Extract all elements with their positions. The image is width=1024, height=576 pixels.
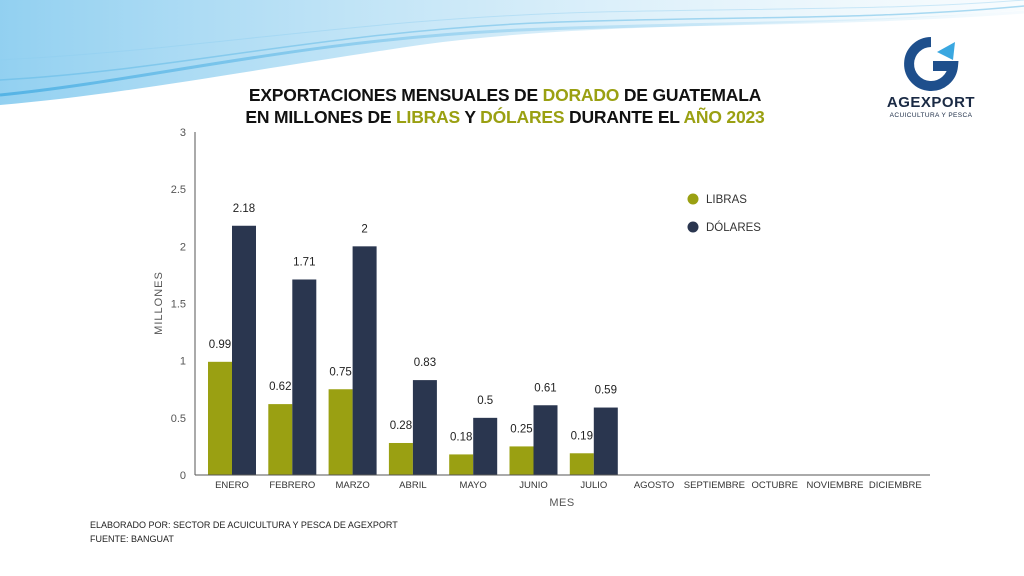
- footer: ELABORADO POR: SECTOR DE ACUICULTURA Y P…: [90, 518, 398, 546]
- bar-libras: [509, 446, 534, 475]
- x-tick-label: ABRIL: [399, 480, 426, 491]
- x-tick-label: FEBRERO: [269, 480, 315, 491]
- y-tick-label: 2: [180, 241, 186, 253]
- x-tick-label: DICIEMBRE: [869, 480, 922, 491]
- x-tick-label: JULIO: [580, 480, 607, 491]
- bar-value-label: 0.99: [209, 339, 231, 351]
- chart-title-line-2: EN MILLONES DE LIBRAS Y DÓLARES DURANTE …: [245, 107, 765, 127]
- bar-value-labels: 0.99 2.18 0.62 1.71 0.75 2 0.28 0.83 0.18 0.5 0.25…: [209, 203, 617, 444]
- legend: LIBRAS DÓLARES: [687, 193, 761, 234]
- logo-subtitle: ACUICULTURA Y PESCA: [889, 112, 973, 119]
- bar-value-label: 0.61: [534, 382, 556, 394]
- bar-value-label: 0.5: [477, 395, 493, 407]
- bar-libras: [388, 442, 413, 475]
- bar-value-label: 0.28: [390, 420, 412, 432]
- legend-label-libras: LIBRAS: [706, 194, 747, 206]
- bar-libras: [569, 453, 594, 475]
- bar-dolares: [533, 405, 558, 475]
- bar-dolares: [352, 246, 377, 475]
- legend-label-dolares: DÓLARES: [706, 221, 761, 234]
- bar-value-label: 0.62: [269, 381, 291, 393]
- bar-libras: [328, 389, 353, 475]
- x-tick-label: JUNIO: [519, 480, 548, 491]
- y-tick-label: 1.5: [171, 299, 186, 311]
- bar-dolares: [292, 279, 317, 475]
- bar-libras: [208, 361, 232, 475]
- x-tick-label: SEPTIEMBRE: [684, 480, 745, 491]
- bar-value-label: 0.83: [414, 357, 436, 369]
- y-tick-label: 0.5: [171, 413, 186, 425]
- bars: [208, 225, 618, 475]
- bar-libras: [268, 404, 293, 475]
- bar-value-label: 0.25: [510, 423, 532, 435]
- footer-source: FUENTE: BANGUAT: [90, 534, 174, 544]
- bar-dolares: [232, 225, 256, 475]
- bar-value-label: 0.59: [595, 385, 617, 397]
- bar-value-label: 0.75: [329, 366, 351, 378]
- y-tick-label: 0: [180, 470, 186, 482]
- bar-value-label: 2: [361, 223, 367, 235]
- y-tick-label: 1: [180, 356, 186, 368]
- decorative-wave-header: [0, 0, 1024, 105]
- bar-value-label: 1.71: [293, 256, 315, 268]
- x-axis-ticks: ENERO FEBRERO MARZO ABRIL MAYO JUNIO JULIO AGOS…: [215, 480, 922, 491]
- bar-dolares: [473, 417, 498, 475]
- x-tick-label: ENERO: [215, 480, 249, 491]
- logo-name: AGEXPORT: [886, 94, 976, 111]
- y-axis-label: MILLONES: [153, 271, 165, 335]
- legend-swatch-dolares: [687, 221, 699, 233]
- x-axis-label: MES: [549, 497, 574, 509]
- x-tick-label: NOVIEMBRE: [806, 480, 863, 491]
- agexport-logo: AGEXPORT ACUICULTURA Y PESCA: [876, 36, 986, 126]
- chart-title: EXPORTACIONES MENSUALES DE DORADO DE GUA…: [230, 84, 780, 128]
- y-axis-ticks: 0 0.5 1 1.5 2 2.5 3: [171, 127, 186, 482]
- y-tick-label: 2.5: [171, 184, 186, 196]
- bar-value-label: 2.18: [233, 203, 255, 215]
- bar-value-label: 0.19: [571, 430, 593, 442]
- legend-swatch-libras: [687, 193, 699, 205]
- bar-dolares: [593, 407, 618, 475]
- x-tick-label: OCTUBRE: [751, 480, 797, 491]
- x-tick-label: MAYO: [460, 480, 487, 491]
- bar-libras: [449, 454, 474, 475]
- agexport-g-icon: [904, 37, 959, 91]
- x-tick-label: MARZO: [335, 480, 369, 491]
- chart-title-line-1: EXPORTACIONES MENSUALES DE DORADO DE GUA…: [248, 85, 762, 105]
- footer-credit: ELABORADO POR: SECTOR DE ACUICULTURA Y P…: [90, 520, 398, 530]
- bar-dolares: [412, 380, 437, 475]
- x-tick-label: AGOSTO: [634, 480, 674, 491]
- bar-value-label: 0.18: [450, 431, 472, 443]
- y-tick-label: 3: [180, 127, 186, 139]
